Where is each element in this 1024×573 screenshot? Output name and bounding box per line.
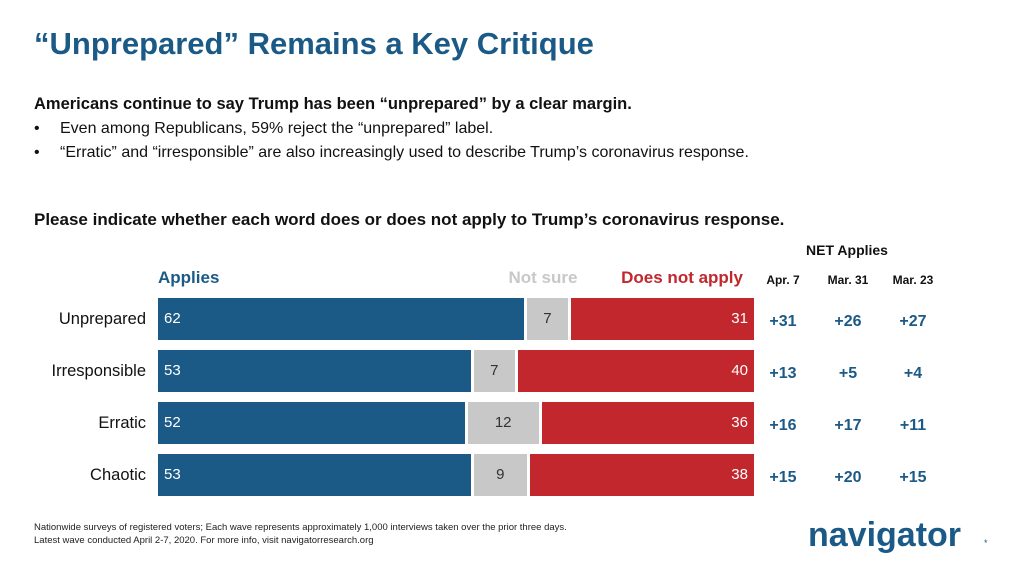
bar-value-unsure: 7	[490, 362, 499, 379]
net-applies-value: +31	[769, 313, 797, 330]
page-title: “Unprepared” Remains a Key Critique	[34, 26, 594, 61]
bar-unsure	[473, 454, 527, 496]
legend-applies: Applies	[158, 268, 220, 287]
net-applies-value: +15	[899, 469, 927, 486]
row-label: Erratic	[98, 414, 146, 432]
net-column-header: Mar. 31	[827, 273, 869, 287]
bar-notapply	[571, 298, 754, 340]
row-label: Chaotic	[90, 466, 146, 484]
logo-star-icon: *	[984, 538, 988, 548]
net-applies-value: +16	[769, 417, 797, 434]
navigator-logo: navigator	[808, 516, 962, 554]
bar-value-unsure: 12	[494, 414, 512, 431]
row-label: Irresponsible	[51, 362, 146, 380]
bullet-item: Even among Republicans, 59% reject the “…	[34, 117, 749, 141]
footnote-line: Nationwide surveys of registered voters;…	[34, 522, 567, 533]
headline: Americans continue to say Trump has been…	[34, 95, 632, 113]
bar-value-notapply: 31	[731, 310, 748, 327]
bar-applies	[158, 350, 471, 392]
bar-applies	[158, 298, 524, 340]
net-applies-value: +4	[903, 365, 923, 382]
bullet-list: Even among Republicans, 59% reject the “…	[34, 117, 749, 165]
footnote: Nationwide surveys of registered voters;…	[34, 522, 567, 547]
net-applies-value: +17	[834, 417, 862, 434]
bar-unsure	[473, 350, 515, 392]
bar-value-applies: 52	[164, 414, 181, 431]
bar-applies	[158, 454, 471, 496]
bar-value-notapply: 40	[731, 362, 748, 379]
bar-notapply	[518, 350, 754, 392]
bar-value-applies: 62	[164, 310, 181, 327]
net-applies-value: +5	[838, 365, 858, 382]
bar-applies	[158, 402, 465, 444]
bullet-item: “Erratic” and “irresponsible” are also i…	[34, 141, 749, 165]
net-column-header: Mar. 23	[892, 273, 934, 287]
net-applies-value: +20	[834, 469, 862, 486]
net-applies-value: +11	[899, 417, 927, 434]
footnote-line: Latest wave conducted April 2-7, 2020. F…	[34, 534, 374, 546]
bar-unsure	[526, 298, 569, 340]
net-applies-title: NET Applies	[806, 242, 888, 258]
bar-value-unsure: 9	[496, 466, 505, 483]
bar-value-notapply: 36	[731, 414, 748, 431]
bar-notapply	[541, 402, 754, 444]
bar-value-applies: 53	[164, 466, 181, 483]
net-applies-value: +26	[834, 313, 862, 330]
bar-notapply	[529, 454, 754, 496]
bar-value-unsure: 7	[543, 310, 552, 327]
bar-value-notapply: 38	[731, 466, 748, 483]
bar-value-applies: 53	[164, 362, 181, 379]
net-applies-value: +27	[899, 313, 927, 330]
net-applies-value: +13	[769, 365, 797, 382]
bar-unsure	[467, 402, 539, 444]
net-column-header: Apr. 7	[766, 273, 800, 287]
legend-unsure: Not sure	[508, 268, 578, 287]
chart-title: Please indicate whether each word does o…	[34, 210, 785, 229]
net-applies-value: +15	[769, 469, 797, 486]
legend-notapply: Does not apply	[621, 268, 743, 287]
row-label: Unprepared	[58, 310, 146, 328]
